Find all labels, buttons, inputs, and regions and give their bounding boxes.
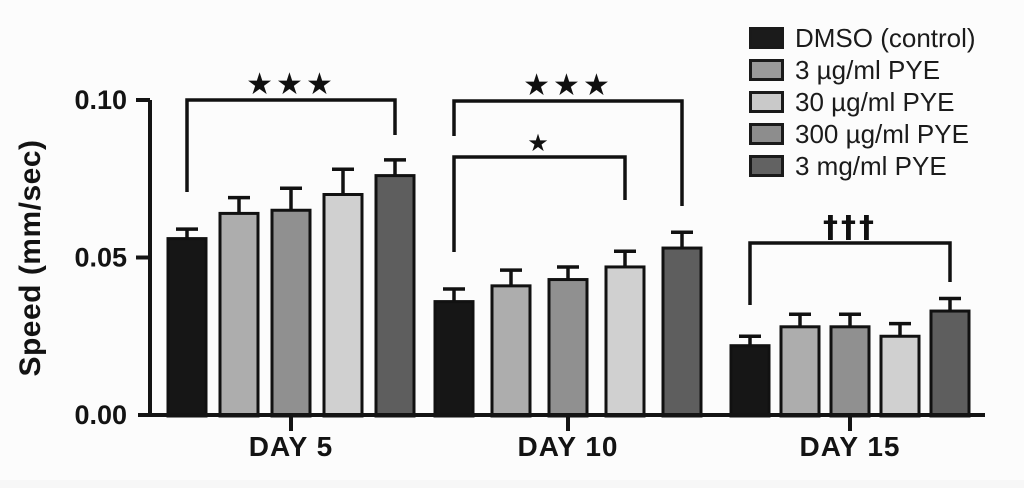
- y-tick-label: 0.10: [74, 85, 127, 115]
- y-axis-label: Speed (mm/sec): [14, 139, 47, 377]
- bar: [218, 211, 260, 418]
- significance-bracket: [452, 99, 684, 206]
- legend-item-label: DMSO (control): [795, 23, 976, 53]
- bar: [547, 278, 589, 418]
- y-tick-label: 0.00: [74, 400, 127, 430]
- significance-bracket: [452, 155, 627, 252]
- bar: [604, 265, 646, 418]
- x-axis-category-label: DAY 10: [518, 431, 619, 462]
- legend-swatch-icon: [749, 123, 784, 145]
- legend-item-label: 30 µg/ml PYE: [795, 87, 955, 117]
- significance-marker: ★★★: [523, 68, 613, 103]
- legend-swatch-icon: [749, 59, 784, 81]
- significance-marker: ★★★: [246, 67, 336, 102]
- legend-swatch-icon: [749, 91, 784, 113]
- significance-bracket: [185, 98, 397, 192]
- bar: [322, 193, 364, 418]
- significance-marker: †††: [823, 210, 877, 245]
- legend-swatch-icon: [749, 155, 784, 177]
- bar: [374, 174, 416, 418]
- legend-item: 30 µg/ml PYE: [749, 87, 976, 117]
- bar: [879, 334, 921, 418]
- bar: [779, 325, 821, 418]
- bar: [433, 300, 475, 418]
- legend-item: 3 mg/ml PYE: [749, 151, 976, 181]
- legend-item: 300 µg/ml PYE: [749, 119, 976, 149]
- legend-swatch-icon: [749, 27, 784, 49]
- bar: [661, 246, 703, 418]
- bar: [270, 208, 312, 418]
- legend-item: DMSO (control): [749, 23, 976, 53]
- x-axis-category-label: DAY 15: [800, 431, 901, 462]
- bar: [929, 309, 971, 418]
- y-tick-label: 0.05: [74, 243, 127, 273]
- bar: [490, 284, 532, 418]
- bar: [166, 237, 208, 418]
- legend-item-label: 3 µg/ml PYE: [795, 55, 941, 85]
- bar: [829, 325, 871, 418]
- significance-marker: ★: [527, 129, 552, 157]
- bottom-edge-strip: [0, 480, 1024, 488]
- bar: [729, 344, 771, 418]
- legend-item: 3 µg/ml PYE: [749, 55, 976, 85]
- legend-item-label: 3 mg/ml PYE: [795, 151, 947, 181]
- significance-bracket: [748, 241, 952, 305]
- legend: DMSO (control) 3 µg/ml PYE 30 µg/ml PYE 300…: [749, 23, 976, 181]
- x-axis-category-label: DAY 5: [249, 431, 333, 462]
- legend-item-label: 300 µg/ml PYE: [795, 119, 969, 149]
